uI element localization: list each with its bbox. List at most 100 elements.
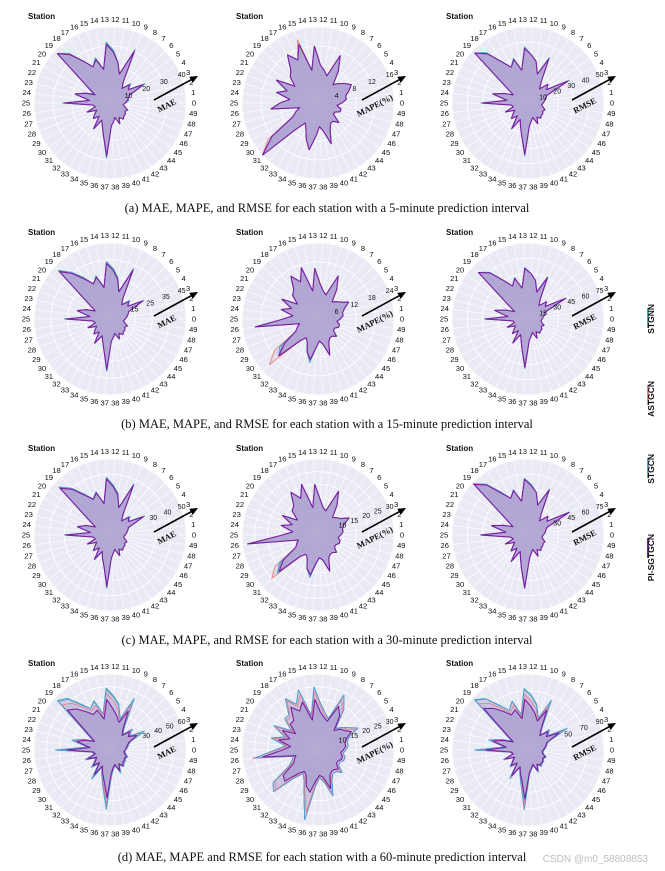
station-tick-label: 1 xyxy=(399,88,403,97)
station-tick-label: 35 xyxy=(288,179,296,188)
station-tick-label: 26 xyxy=(440,756,448,765)
station-tick-label: 17 xyxy=(269,675,277,684)
station-tick-label: 15 xyxy=(80,235,88,244)
radial-tick-label: 10 xyxy=(125,93,133,100)
station-tick-label: 20 xyxy=(38,696,46,705)
station-tick-label: 0 xyxy=(192,531,196,540)
station-tick-label: 23 xyxy=(24,725,32,734)
station-tick-label: 21 xyxy=(240,705,248,714)
station-tick-label: 18 xyxy=(52,250,60,259)
station-tick-label: 2 xyxy=(189,725,193,734)
station-tick-label: 22 xyxy=(28,500,36,509)
station-tick-label: 8 xyxy=(153,675,157,684)
station-tick-label: 18 xyxy=(470,681,478,690)
station-tick-label: 49 xyxy=(607,756,615,765)
station-tick-label: 43 xyxy=(367,595,375,604)
station-tick-label: 11 xyxy=(540,16,548,25)
station-tick-label: 28 xyxy=(446,777,454,786)
station-tick-label: 11 xyxy=(330,16,338,25)
station-tick-label: 0 xyxy=(192,99,196,108)
station-tick-label: 22 xyxy=(446,68,454,77)
station-tick-label: 27 xyxy=(232,336,240,345)
station-tick-label: 46 xyxy=(387,571,395,580)
legend-label-astgcn: ASTGCN xyxy=(646,381,656,417)
station-tick-label: 5 xyxy=(176,481,180,490)
station-tick-label: 6 xyxy=(169,257,173,266)
metric-arrow xyxy=(153,509,195,533)
station-tick-label: 11 xyxy=(330,663,338,672)
station-tick-label: 25 xyxy=(22,531,30,540)
station-tick-label: 49 xyxy=(189,325,197,334)
station-tick-label: 4 xyxy=(389,274,393,283)
station-axis-label: Station xyxy=(28,659,55,668)
station-tick-label: 31 xyxy=(463,588,471,597)
radar-chart-0-1: 0123456789101112131415161718192021222324… xyxy=(230,12,406,192)
station-axis-label: Station xyxy=(28,12,55,21)
station-tick-label: 9 xyxy=(562,239,566,248)
station-tick-label: 8 xyxy=(361,675,365,684)
station-tick-label: 14 xyxy=(90,448,98,457)
station-tick-label: 44 xyxy=(375,803,383,812)
station-tick-label: 8 xyxy=(153,28,157,37)
series-pi-sgtgcn-polygon xyxy=(254,267,350,360)
radial-tick-label: 40 xyxy=(178,72,186,79)
radar-chart-1-2: 0123456789101112131415161718192021222324… xyxy=(440,228,616,408)
station-tick-label: 37 xyxy=(100,615,108,624)
station-tick-label: 40 xyxy=(550,179,558,188)
station-tick-label: 40 xyxy=(132,179,140,188)
station-tick-label: 45 xyxy=(382,580,390,589)
radial-tick-label: 25 xyxy=(374,724,382,731)
station-tick-label: 27 xyxy=(232,767,240,776)
station-tick-label: 27 xyxy=(442,120,450,129)
station-tick-label: 22 xyxy=(28,715,36,724)
station-tick-label: 28 xyxy=(236,777,244,786)
radial-tick-label: 12 xyxy=(368,79,376,86)
station-tick-label: 17 xyxy=(61,28,69,37)
radial-tick-label: 35 xyxy=(162,294,170,301)
station-tick-label: 28 xyxy=(28,777,36,786)
station-tick-label: 8 xyxy=(571,675,575,684)
caption-c: (c) MAE, MAPE, and RMSE for each station… xyxy=(121,633,533,647)
metric-arrow-head xyxy=(189,508,198,515)
station-tick-label: 40 xyxy=(132,395,140,404)
station-tick-label: 9 xyxy=(352,670,356,679)
station-tick-label: 22 xyxy=(28,284,36,293)
station-tick-label: 33 xyxy=(61,602,69,611)
station-tick-label: 38 xyxy=(111,830,119,839)
station-tick-label: 13 xyxy=(518,231,526,240)
metric-arrow-head xyxy=(397,508,406,515)
radial-tick-label: 30 xyxy=(386,504,394,511)
station-tick-label: 15 xyxy=(288,235,296,244)
station-tick-label: 4 xyxy=(389,705,393,714)
station-tick-label: 48 xyxy=(605,767,613,776)
station-tick-label: 35 xyxy=(288,611,296,620)
station-tick-label: 8 xyxy=(153,460,157,469)
station-tick-label: 45 xyxy=(382,364,390,373)
station-tick-label: 16 xyxy=(278,455,286,464)
station-tick-label: 38 xyxy=(319,830,327,839)
station-tick-label: 38 xyxy=(111,399,119,408)
station-tick-label: 34 xyxy=(278,175,286,184)
radial-tick-label: 16 xyxy=(386,72,394,79)
station-tick-label: 40 xyxy=(340,179,348,188)
station-tick-label: 35 xyxy=(288,395,296,404)
station-tick-label: 5 xyxy=(384,265,388,274)
station-tick-label: 19 xyxy=(253,688,261,697)
station-tick-label: 6 xyxy=(377,257,381,266)
series-pi-sgtgcn-polygon xyxy=(59,478,144,588)
station-tick-label: 17 xyxy=(479,244,487,253)
station-tick-label: 1 xyxy=(609,88,613,97)
radar-chart-1-0: 0123456789101112131415161718192021222324… xyxy=(22,228,198,408)
station-tick-label: 25 xyxy=(22,746,30,755)
caption-d: (d) MAE, MAPE and RMSE for each station … xyxy=(118,850,527,864)
station-tick-label: 35 xyxy=(80,611,88,620)
station-tick-label: 47 xyxy=(602,562,610,571)
legend-label-stgcn: STGCN xyxy=(646,454,656,484)
station-tick-label: 36 xyxy=(90,397,98,406)
radial-tick-label: 30 xyxy=(553,521,561,528)
station-tick-label: 19 xyxy=(463,688,471,697)
station-tick-label: 4 xyxy=(181,58,185,67)
station-tick-label: 45 xyxy=(174,795,182,804)
station-tick-label: 33 xyxy=(269,817,277,826)
station-tick-label: 10 xyxy=(340,666,348,675)
